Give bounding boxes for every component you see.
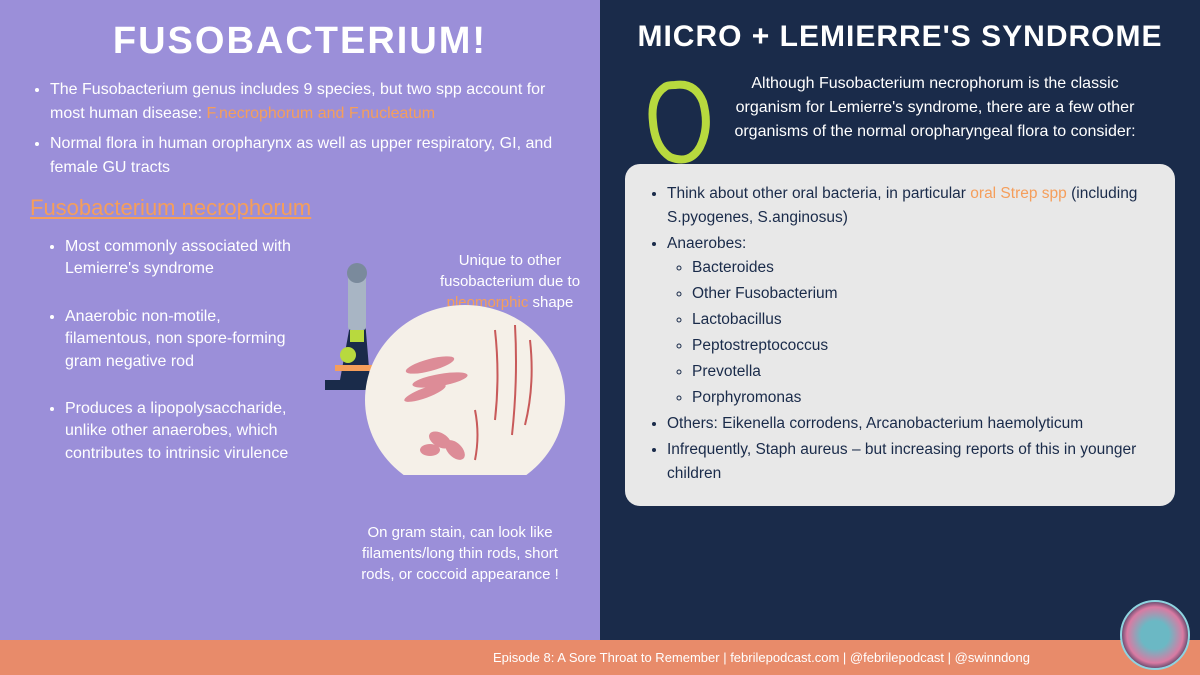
sub-bullet: Anaerobic non-motile, filamentous, non s… (65, 306, 310, 373)
box-bullet: Infrequently, Staph aureus – but increas… (667, 438, 1153, 486)
sub-list: Most commonly associated with Lemierre's… (30, 236, 310, 465)
petri-circle (365, 305, 565, 475)
main-container: FUSOBACTERIUM! The Fusobacterium genus i… (0, 0, 1200, 640)
box-bullet: Others: Eikenella corrodens, Arcanobacte… (667, 412, 1153, 436)
anaerobes-list: Bacteroides Other Fusobacterium Lactobac… (667, 256, 1153, 410)
podcast-logo-icon (1120, 600, 1190, 670)
intro-bullet: The Fusobacterium genus includes 9 speci… (50, 78, 570, 126)
footer: Episode 8: A Sore Throat to Remember | f… (0, 640, 1200, 675)
sub-bullet: Most commonly associated with Lemierre's… (65, 236, 310, 281)
subheading: Fusobacterium necrophorum (30, 195, 570, 221)
intro-bullet: Normal flora in human oropharynx as well… (50, 132, 570, 180)
right-panel: MICRO + LEMIERRE'S SYNDROME Although Fus… (600, 0, 1200, 640)
green-blob-icon (645, 77, 715, 167)
microscope-illustration: Unique to other fusobacterium due to ple… (310, 225, 590, 505)
right-title: MICRO + LEMIERRE'S SYNDROME (625, 20, 1175, 54)
accent-text: F.necrophorum and F.nucleatum (207, 105, 436, 122)
left-panel: FUSOBACTERIUM! The Fusobacterium genus i… (0, 0, 600, 640)
sub-bullet: Produces a lipopolysaccharide, unlike ot… (65, 398, 310, 465)
info-box: Think about other oral bacteria, in part… (625, 164, 1175, 506)
box-bullet: Anaerobes: Bacteroides Other Fusobacteri… (667, 232, 1153, 410)
caption-bottom: On gram stain, can look like filaments/l… (350, 522, 570, 585)
left-title: FUSOBACTERIUM! (30, 20, 570, 63)
petri-dish-icon (370, 305, 570, 505)
box-bullet: Think about other oral bacteria, in part… (667, 182, 1153, 230)
right-intro: Although Fusobacterium necrophorum is th… (625, 72, 1175, 144)
intro-list: The Fusobacterium genus includes 9 speci… (30, 78, 570, 180)
